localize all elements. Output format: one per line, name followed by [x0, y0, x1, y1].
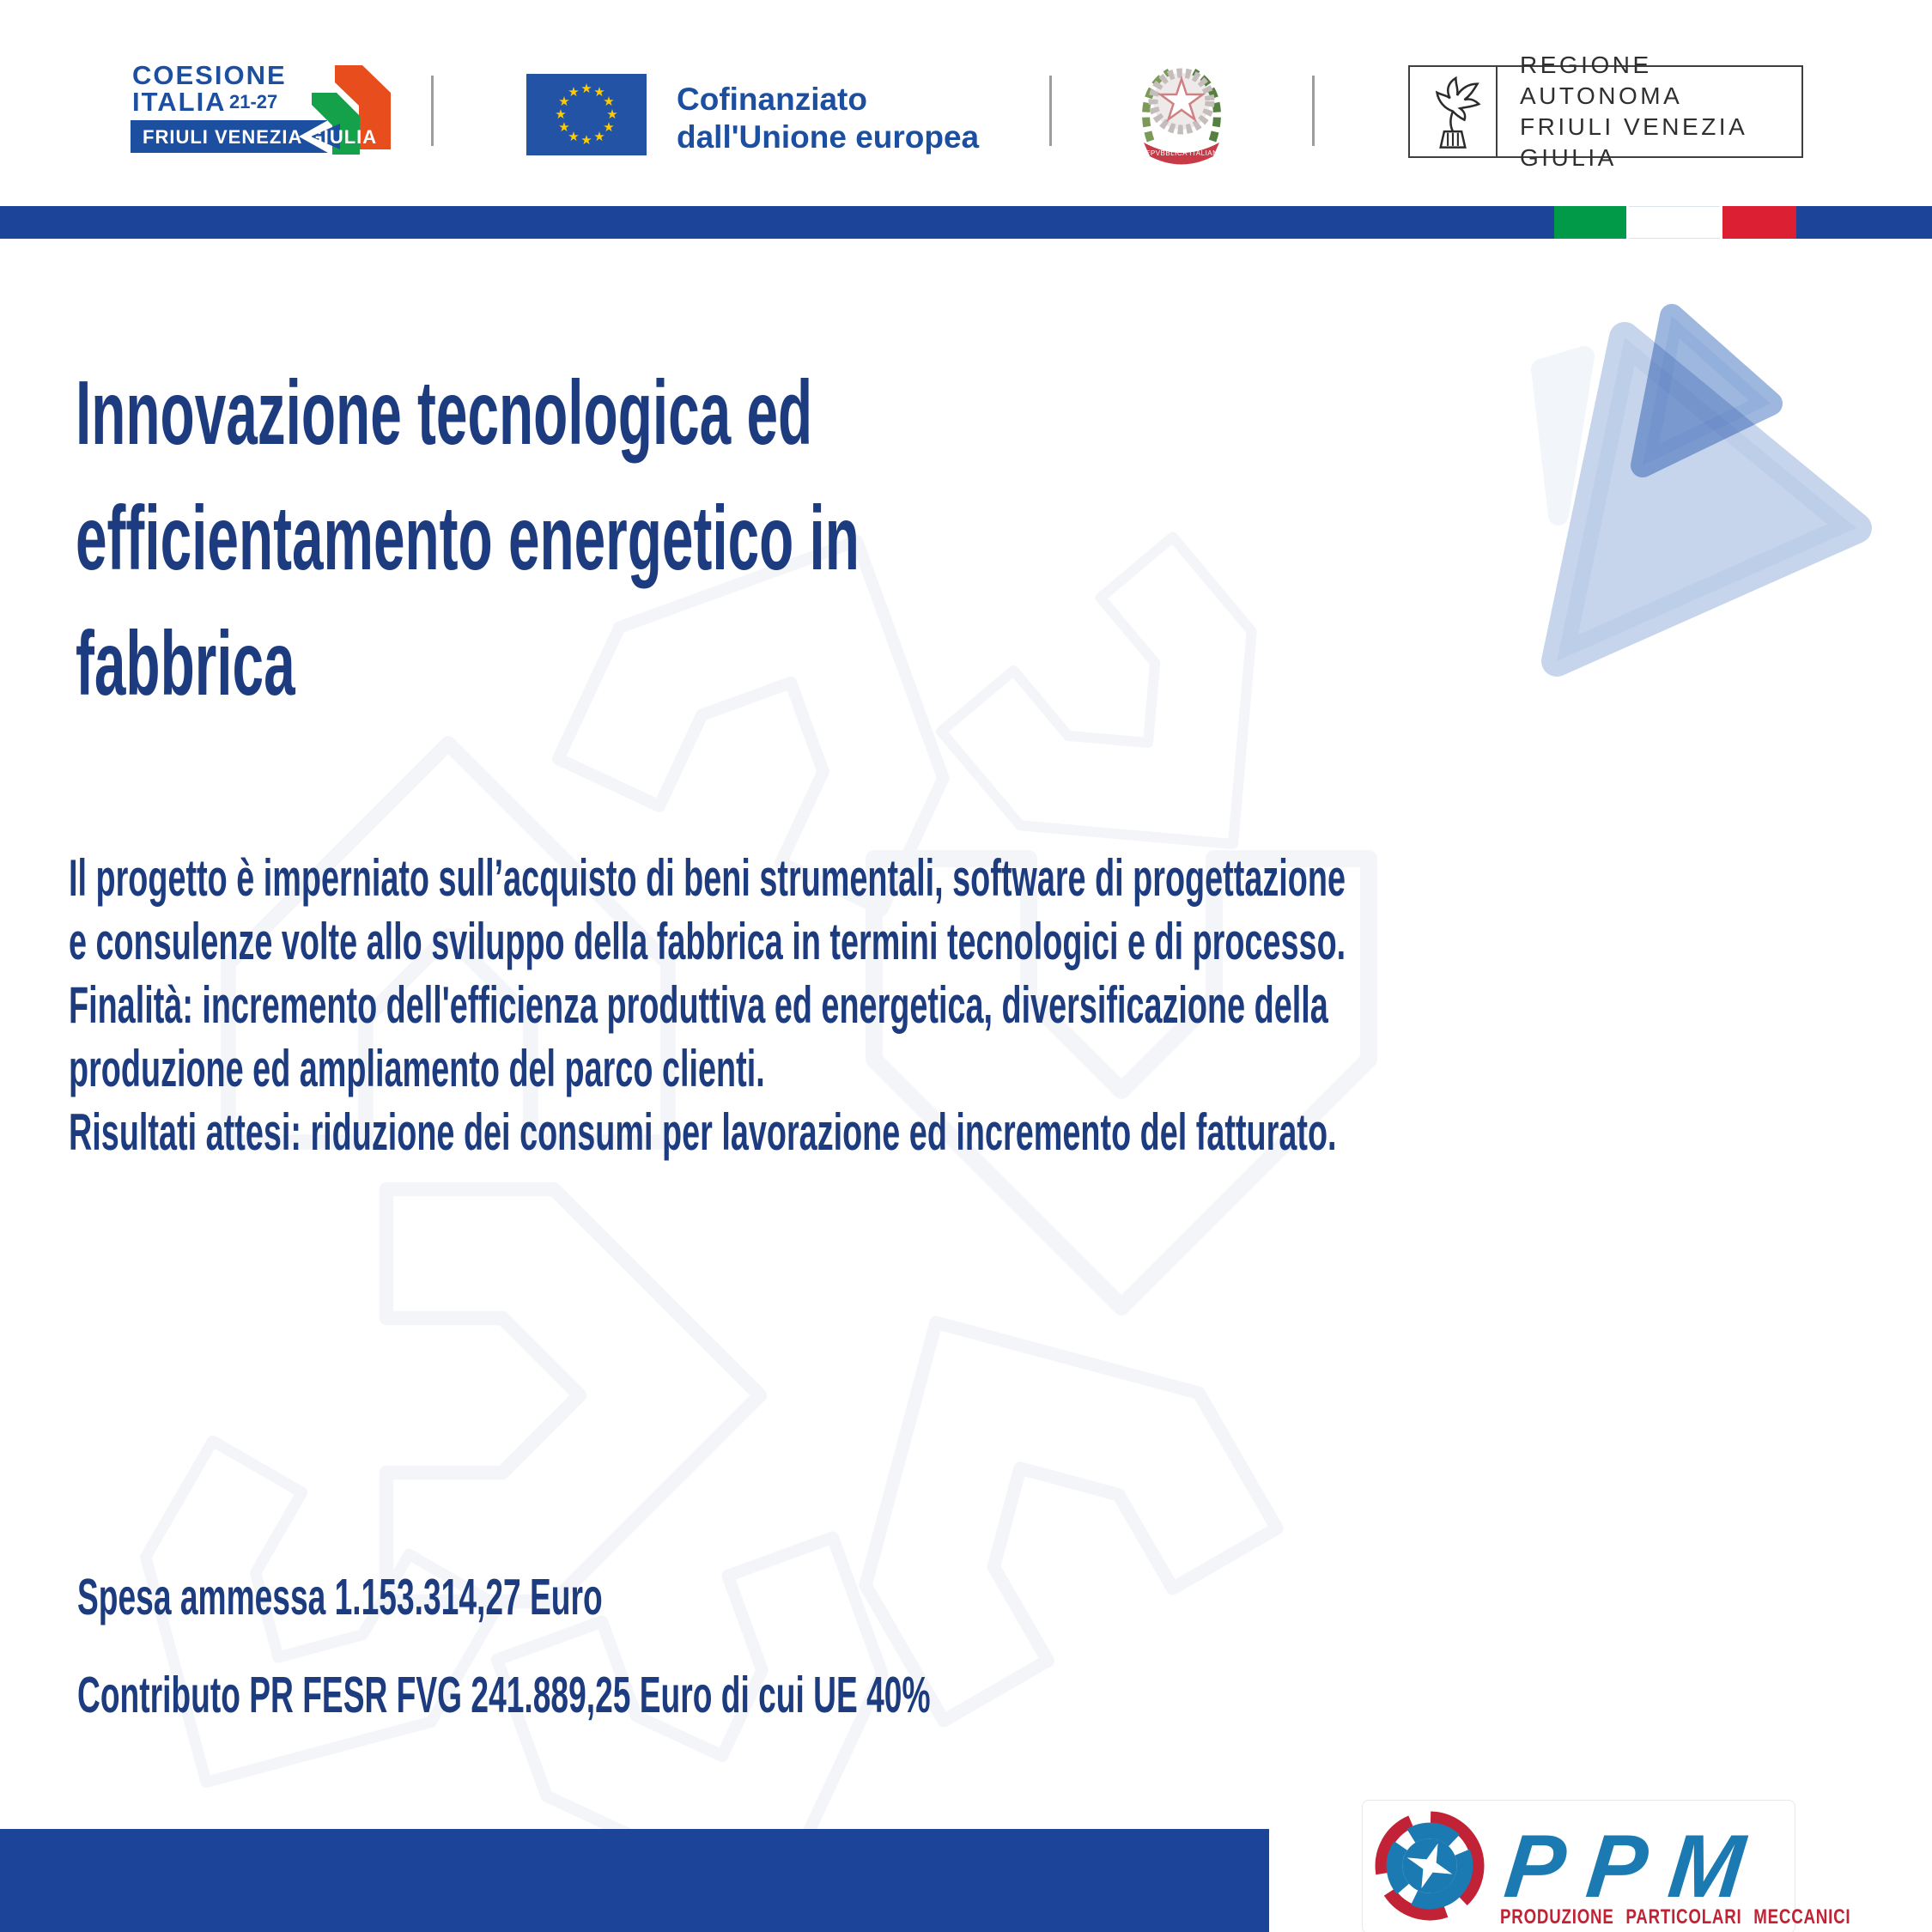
italian-flag-white	[1629, 206, 1720, 239]
coesione-banner-arrow-icon	[311, 124, 340, 149]
description-line-3: Finalità: incremento dell'efficienza pro…	[69, 976, 1328, 1034]
coesione-italia-logo: COESIONE ITALIA 21-27 FRIULI VENEZIA GIU…	[131, 60, 391, 155]
description-line-1: Il progetto è imperniato sull’acquisto d…	[69, 849, 1346, 907]
coesione-banner-text: FRIULI VENEZIA GIULIA	[143, 126, 377, 148]
fvg-region-logo: REGIONE AUTONOMA FRIULI VENEZIA GIULIA	[1408, 52, 1803, 171]
header-logos: COESIONE ITALIA 21-27 FRIULI VENEZIA GIU…	[0, 0, 1932, 197]
italian-flag-icon	[1554, 206, 1796, 239]
eu-cofinanced-line1: Cofinanziato	[677, 82, 867, 117]
coesione-period: 21-27	[229, 91, 277, 112]
eu-cofinanced-line2: dall'Unione europea	[677, 119, 980, 155]
description-line-2: e consulenze volte allo sviluppo della f…	[69, 913, 1346, 970]
emblem-olive-branch	[1142, 69, 1172, 143]
coesione-red-chevron	[335, 65, 391, 149]
header-divider-3	[1312, 76, 1315, 146]
fvg-eagle-icon	[1410, 67, 1498, 156]
emblem-star	[1157, 76, 1206, 123]
description-line-5: Risultati attesi: riduzione dei consumi …	[69, 1103, 1337, 1161]
svg-text:★: ★	[568, 85, 579, 100]
description-line-4: produzione ed ampliamento del parco clie…	[69, 1040, 765, 1097]
svg-text:★: ★	[606, 107, 617, 122]
coesione-line1: COESIONE	[132, 60, 287, 90]
triangle-large	[1541, 322, 1872, 677]
title-line-3: fabbrica	[76, 613, 295, 714]
svg-text:★: ★	[558, 120, 569, 135]
emblem-ribbon-text: REPVBBLICA ITALIANA	[1140, 149, 1224, 157]
project-description: Il progetto è imperniato sull’acquisto d…	[69, 847, 1346, 1164]
ppm-swirl-icon	[1375, 1811, 1485, 1921]
eu-flag-stars: ★ ★★ ★★★ ★★★ ★★★	[555, 82, 617, 148]
svg-text:★: ★	[555, 107, 566, 122]
page-title: Innovazione tecnologica ed efficientamen…	[76, 350, 860, 726]
triangle-faint	[1531, 346, 1595, 526]
svg-text:★: ★	[593, 85, 605, 100]
italian-republic-emblem: REPVBBLICA ITALIANA	[1140, 68, 1224, 165]
svg-text:★: ★	[580, 82, 592, 96]
header-divider-1	[431, 76, 434, 146]
coesione-line2: ITALIA	[132, 87, 227, 117]
triangle-medium	[1631, 304, 1783, 477]
fvg-label-line2: FRIULI VENEZIA GIULIA	[1520, 113, 1747, 171]
svg-text:★: ★	[593, 130, 605, 144]
triangles-decoration	[1531, 304, 1872, 677]
svg-text:★: ★	[603, 94, 614, 109]
contributo-line: Contributo PR FESR FVG 241.889,25 Euro d…	[77, 1667, 931, 1723]
svg-text:★: ★	[603, 120, 614, 135]
eu-cofinanced-label: Cofinanziato dall'Unione europea	[677, 81, 979, 156]
italian-flag-green	[1554, 206, 1626, 239]
title-line-2: efficientamento energetico in	[76, 488, 860, 589]
header-divider-2	[1049, 76, 1052, 146]
italian-flag-red	[1722, 206, 1796, 239]
spesa-ammessa-line: Spesa ammessa 1.153.314,27 Euro	[77, 1569, 603, 1625]
title-line-1: Innovazione tecnologica ed	[76, 362, 813, 464]
emblem-ribbon	[1144, 143, 1219, 165]
coesione-banner	[131, 120, 328, 153]
eu-flag-icon: ★ ★★ ★★★ ★★★ ★★★	[526, 74, 647, 155]
ppm-wordmark: PPM	[1500, 1817, 1771, 1917]
top-accent-bar	[0, 206, 1932, 239]
bottom-accent-bar	[0, 1829, 1269, 1932]
coesione-green-chevron	[312, 93, 360, 155]
svg-text:★: ★	[580, 133, 592, 148]
emblem-oak-branch	[1191, 69, 1221, 143]
fvg-label-line1: REGIONE AUTONOMA	[1520, 52, 1683, 109]
ppm-tagline: PRODUZIONE PARTICOLARI MECCANICI	[1500, 1905, 1851, 1929]
svg-text:★: ★	[558, 94, 569, 109]
ppm-logo-card: PPM PRODUZIONE PARTICOLARI MECCANICI	[1362, 1800, 1850, 1932]
svg-text:★: ★	[568, 130, 579, 144]
